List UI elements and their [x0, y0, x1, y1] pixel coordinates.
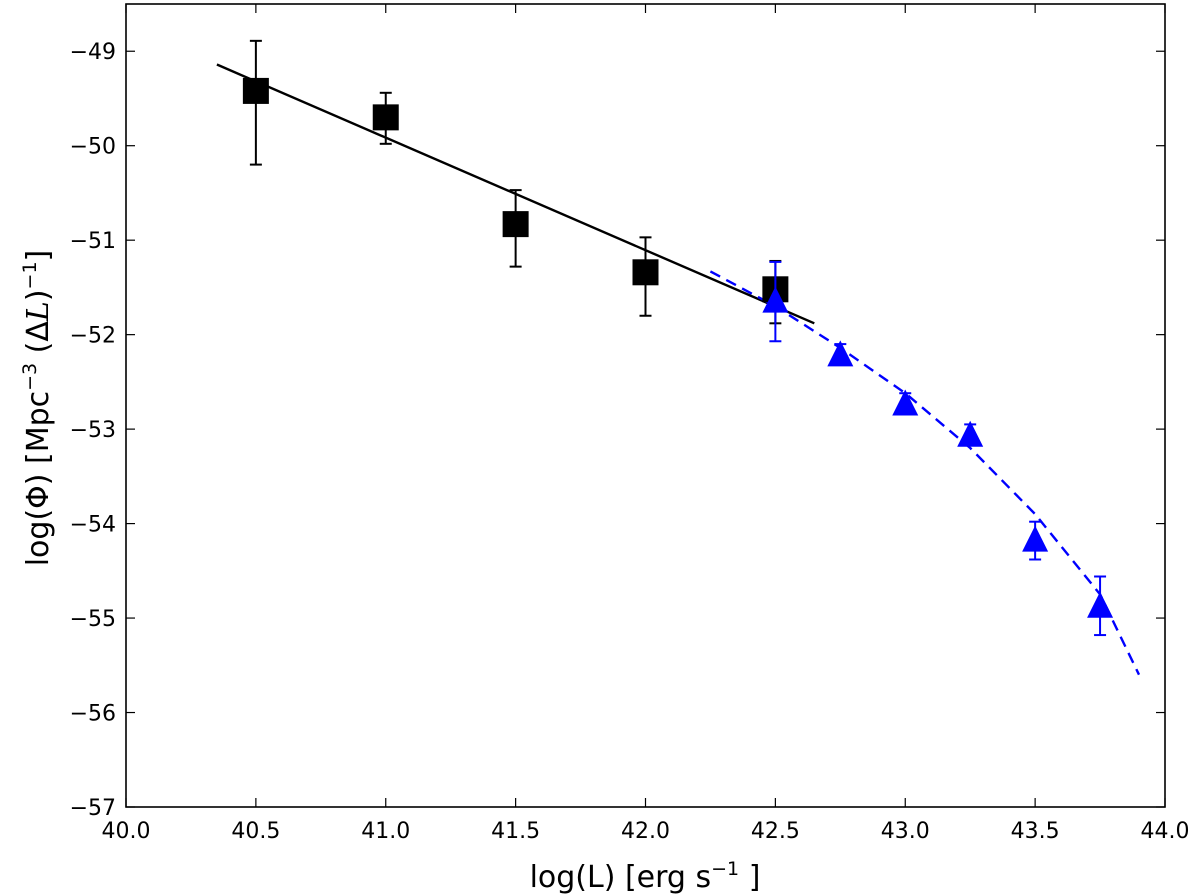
x-tick-label: 41.5 [491, 819, 540, 844]
data-point-triangle [762, 286, 789, 313]
y-tick-label: −49 [70, 40, 116, 65]
data-point-triangle [1022, 525, 1049, 552]
plot-area [216, 39, 1141, 676]
y-tick-label: −51 [70, 229, 116, 254]
y-tick-label: −54 [70, 513, 116, 538]
x-tick-label: 43.5 [1011, 819, 1060, 844]
data-point-triangle [957, 420, 984, 447]
x-tick-label: 40.0 [102, 819, 151, 844]
y-tick-label: −55 [70, 607, 116, 632]
x-axis-label: log(L) [erg s−1 ] [530, 858, 761, 895]
x-tick-label: 41.0 [361, 819, 410, 844]
y-tick-label: −53 [70, 418, 116, 443]
y-tick-label: −50 [70, 135, 116, 160]
plot-frame [125, 3, 1166, 808]
fit-line-dashed [709, 270, 1141, 676]
y-axis-label: log(Φ) [Mpc−3 (ΔL)−1] [19, 250, 56, 567]
data-point-triangle [1087, 591, 1114, 618]
x-tick-label: 42.5 [751, 819, 800, 844]
data-point-square [242, 77, 269, 104]
y-tick-label: −56 [70, 702, 116, 727]
data-point-square [632, 259, 659, 286]
y-tick-label: −52 [70, 324, 116, 349]
data-point-triangle [892, 389, 919, 416]
x-tick-label: 40.5 [231, 819, 280, 844]
x-tick-label: 43.0 [881, 819, 930, 844]
data-point-square [372, 104, 399, 131]
data-point-square [502, 211, 529, 238]
ticks: 40.0 40.5 41.0 41.5 42.0 42.5 43.0 43.5 44.0 −49 −… [70, 4, 1190, 844]
y-tick-label: −57 [70, 796, 116, 821]
x-tick-label: 44.0 [1141, 819, 1190, 844]
axes [125, 3, 1166, 808]
x-tick-label: 42.0 [621, 819, 670, 844]
data-point-triangle [827, 340, 854, 367]
